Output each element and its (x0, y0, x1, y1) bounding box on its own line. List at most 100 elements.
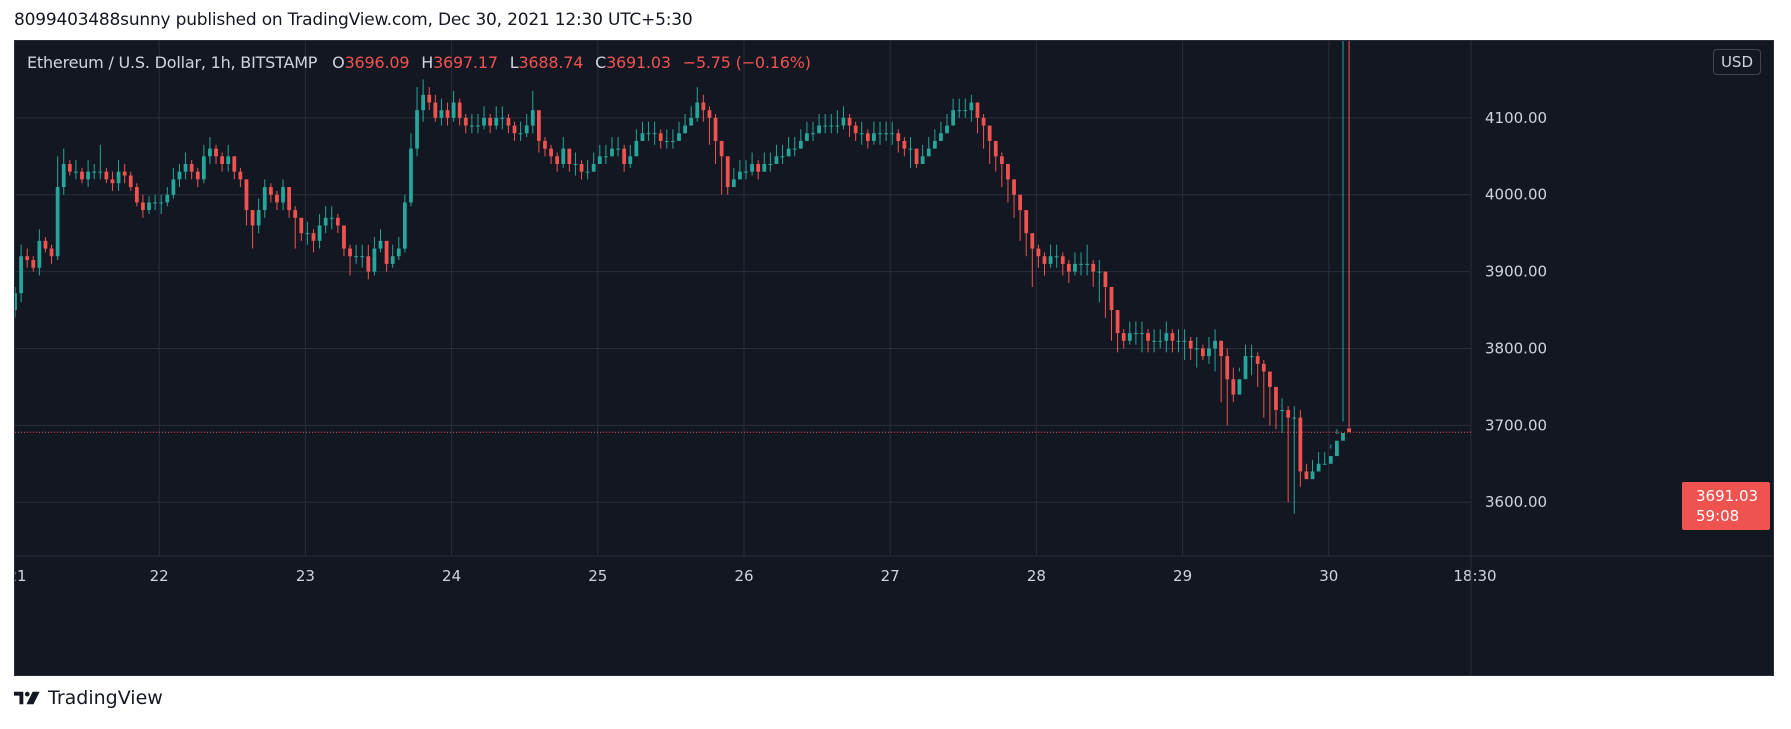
candle-body (518, 133, 523, 135)
candle-body (159, 202, 164, 204)
candle-body (1347, 428, 1351, 433)
candle-body (1103, 271, 1108, 287)
candle-body (1310, 471, 1315, 480)
candle-body (902, 140, 907, 149)
candle-body (183, 163, 188, 172)
candle-body (177, 171, 182, 180)
x-tick-label: 25 (588, 567, 607, 585)
candle-body (975, 102, 980, 118)
candle-body (628, 156, 633, 164)
x-tick-label: 24 (442, 567, 461, 585)
candle-body (61, 163, 66, 188)
candle-body (1073, 263, 1077, 272)
y-tick-label: 4100.00 (1485, 109, 1547, 127)
candle-body (1164, 333, 1169, 341)
candle-body (153, 202, 157, 204)
candle-body (1255, 356, 1260, 364)
candle-body (853, 125, 858, 134)
candle-body (1261, 363, 1266, 372)
candle-body (811, 133, 815, 135)
candle-body (329, 217, 334, 219)
candle-body (963, 110, 968, 112)
x-tick-label: 30 (1319, 567, 1338, 585)
candle-body (116, 171, 121, 184)
candlestick-chart[interactable]: 3600.00 3700.00 3800.00 3900.00 4000.00 4100.… (15, 41, 1773, 675)
candle-body (147, 202, 151, 211)
currency-button[interactable]: USD (1712, 49, 1761, 75)
candle-body (19, 256, 23, 294)
candle-body (305, 233, 310, 235)
candle-body (49, 248, 54, 257)
candle-body (451, 102, 456, 118)
candle-body (67, 163, 72, 172)
candle-body (926, 148, 931, 157)
candle-body (896, 133, 901, 141)
candle-body (932, 140, 937, 149)
candle-body (707, 110, 712, 118)
candle-body (262, 187, 267, 211)
candle-body (244, 179, 249, 211)
candle-body (1304, 471, 1309, 480)
candle-body (476, 125, 480, 127)
candle-body (1237, 379, 1242, 395)
candle-body (738, 171, 742, 180)
candle-body (281, 187, 285, 203)
candle-body (1030, 233, 1035, 249)
candle-body (256, 210, 261, 226)
candle-body (342, 225, 346, 249)
candle-body (214, 148, 218, 157)
candle-body (189, 163, 194, 172)
chart-panel[interactable]: 3600.00 3700.00 3800.00 3900.00 4000.00 4100.… (14, 40, 1774, 676)
candle-body (829, 125, 834, 127)
candle-body (945, 125, 949, 134)
candle-body (719, 140, 724, 157)
candle-body (384, 240, 389, 264)
candle-body (396, 248, 401, 257)
candle-body (1231, 379, 1236, 395)
tradingview-logo[interactable]: TradingView (14, 687, 163, 709)
candle-body (171, 179, 176, 195)
candle-body (622, 148, 627, 164)
candle-body (652, 133, 657, 135)
candle-body (1048, 256, 1053, 264)
candle-body (427, 94, 432, 103)
y-tick-label: 3600.00 (1485, 493, 1547, 511)
candle-body (1024, 210, 1029, 234)
x-tick-label: 26 (734, 567, 753, 585)
candle-body (939, 133, 943, 141)
candle-body (232, 156, 237, 172)
candle-body (701, 102, 706, 111)
candle-body (1176, 340, 1181, 342)
y-tick-label: 3800.00 (1485, 339, 1547, 357)
candle-body (713, 117, 718, 141)
candle-body (110, 179, 115, 184)
candle-body (1207, 348, 1211, 357)
candle-body (128, 175, 133, 188)
candle-body (1085, 263, 1090, 265)
candle-body (658, 133, 663, 141)
candle-body (360, 256, 365, 258)
candle-body (1194, 348, 1199, 350)
candle-body (1335, 440, 1339, 457)
candle-body (74, 171, 78, 173)
candle-body (250, 210, 255, 226)
candle-body (1182, 340, 1187, 342)
candle-body (141, 202, 145, 211)
candle-body (731, 179, 736, 188)
candle-body (494, 117, 499, 126)
candle-body (591, 163, 596, 172)
candle-body (31, 260, 36, 268)
candle-body (390, 256, 395, 264)
candle-body (323, 217, 328, 226)
candle-body (37, 240, 42, 268)
candle-body (683, 125, 687, 134)
candle-body (1140, 333, 1144, 335)
candle-body (762, 163, 767, 172)
candle-body (774, 156, 779, 164)
candle-body (768, 163, 773, 165)
candle-body (122, 171, 127, 176)
candle-body (908, 148, 913, 150)
candle-body (421, 94, 426, 111)
candle-body (999, 156, 1004, 164)
symbol-legend: Ethereum / U.S. Dollar, 1h, BITSTAMP O36… (27, 53, 818, 72)
